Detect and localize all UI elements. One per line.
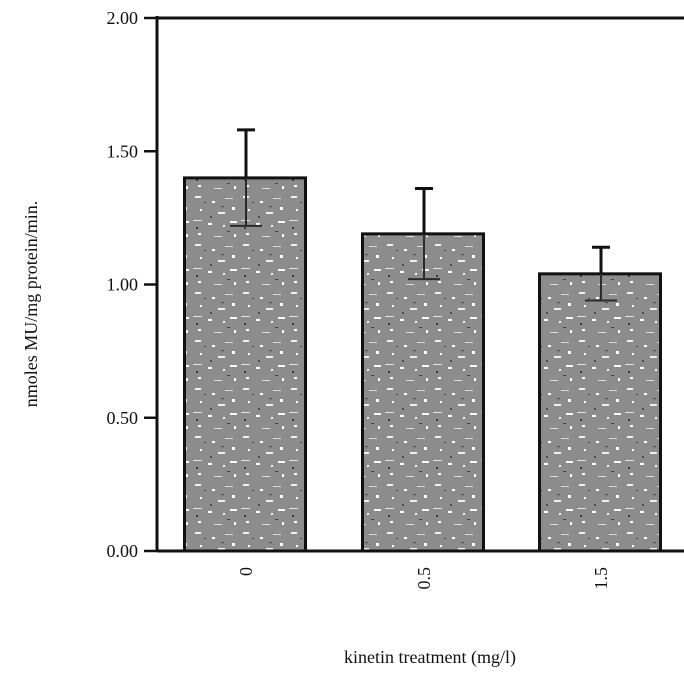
y-tick-label: 2.00: [107, 8, 139, 28]
y-axis-ticks: 0.00 0.50 1.00 1.50 2.00: [107, 8, 157, 561]
y-tick-label: 0.00: [107, 541, 139, 561]
bar-0.5: [361, 232, 485, 553]
y-tick-label: 1.00: [107, 275, 139, 295]
y-tick-label: 0.50: [107, 408, 139, 428]
x-axis-title: kinetin treatment (mg/l): [344, 647, 516, 668]
bar-1.5: [538, 272, 662, 553]
x-tick-label: 0.5: [414, 567, 434, 590]
error-bars: [230, 128, 617, 302]
x-axis-tick-labels: 0 0.5 1.5: [236, 567, 611, 590]
bar-0: [183, 176, 307, 553]
y-tick-label: 1.50: [107, 141, 139, 161]
y-axis-title: nmoles MU/mg protein/min.: [21, 201, 41, 408]
x-tick-label: 0: [236, 567, 256, 576]
x-tick-label: 1.5: [591, 567, 611, 590]
bars: [183, 176, 662, 553]
